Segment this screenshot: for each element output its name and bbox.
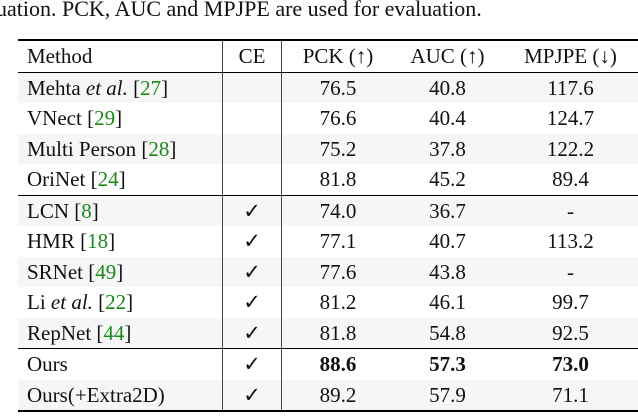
ce-cell: ✓ xyxy=(222,348,282,380)
header-pck: PCK (↑) xyxy=(302,44,374,69)
pck-cell: 75.2 xyxy=(319,136,357,161)
mpjpe-cell: - xyxy=(567,259,574,284)
auc-cell: 37.8 xyxy=(429,136,466,161)
method-name: Multi Person xyxy=(27,136,137,161)
method-name: OriNet xyxy=(27,167,86,192)
table-row: OriNet [24] 81.8 45.2 89.4 xyxy=(18,164,638,195)
method-name: Ours xyxy=(27,352,68,377)
citation-link[interactable]: 29 xyxy=(94,106,116,131)
mpjpe-cell: 124.7 xyxy=(546,106,595,131)
method-cell: SRNet [49] xyxy=(18,256,223,287)
table-row: Li et al. [22] ✓ 81.2 46.1 99.7 xyxy=(18,287,638,318)
mpjpe-cell: - xyxy=(567,198,574,223)
method-name: VNect xyxy=(27,106,82,131)
auc-cell: 57.9 xyxy=(429,382,466,407)
method-cell: VNect [29] xyxy=(18,103,223,134)
citation-link[interactable]: 49 xyxy=(95,259,117,284)
method-cell: LCN [8] xyxy=(18,195,223,226)
header-row: Method CE PCK (↑) AUC (↑) MPJPE (↓) xyxy=(18,40,638,72)
citation-link[interactable]: 28 xyxy=(148,136,170,161)
method-name: LCN xyxy=(27,198,69,223)
auc-cell: 40.4 xyxy=(429,106,466,131)
auc-cell: 54.8 xyxy=(429,320,466,345)
method-etal: et al. xyxy=(50,290,93,315)
ce-cell: ✓ xyxy=(222,195,282,226)
mpjpe-cell: 113.2 xyxy=(547,229,594,254)
table-row: VNect [29] 76.6 40.4 124.7 xyxy=(18,103,638,134)
citation-link[interactable]: 18 xyxy=(87,229,109,254)
table-row: Multi Person [28] 75.2 37.8 122.2 xyxy=(18,133,638,164)
ce-cell: ✓ xyxy=(222,379,282,411)
ce-cell xyxy=(222,164,282,195)
pck-cell: 77.1 xyxy=(319,229,357,254)
auc-cell: 40.8 xyxy=(429,75,466,100)
mpjpe-cell: 71.1 xyxy=(552,382,589,407)
mpjpe-cell: 99.7 xyxy=(552,290,589,315)
table-row: LCN [8] ✓ 74.0 36.7 - xyxy=(18,195,638,226)
method-cell: OriNet [24] xyxy=(18,164,223,195)
results-table: Method CE PCK (↑) AUC (↑) MPJPE (↓) Meht… xyxy=(18,39,638,412)
mpjpe-cell: 73.0 xyxy=(552,352,589,377)
pck-cell: 81.2 xyxy=(319,290,357,315)
header-ce: CE xyxy=(222,40,282,72)
ce-cell: ✓ xyxy=(222,317,282,349)
method-cell: HMR [18] xyxy=(18,226,223,257)
auc-cell: 36.7 xyxy=(429,198,466,223)
pck-cell: 81.8 xyxy=(319,167,357,192)
header-mpjpe: MPJPE (↓) xyxy=(524,44,617,69)
auc-cell: 40.7 xyxy=(429,229,466,254)
ce-cell xyxy=(222,72,282,103)
mpjpe-cell: 122.2 xyxy=(546,136,595,161)
method-cell: Ours xyxy=(18,348,223,380)
table-row: Mehta et al. [27] 76.5 40.8 117.6 xyxy=(18,72,638,103)
citation-link[interactable]: 44 xyxy=(103,320,125,345)
ce-cell: ✓ xyxy=(222,256,282,287)
ce-cell xyxy=(222,133,282,164)
pck-cell: 81.8 xyxy=(319,320,357,345)
header-auc: AUC (↑) xyxy=(410,44,485,69)
ce-cell xyxy=(222,103,282,134)
method-cell: Multi Person [28] xyxy=(18,133,223,164)
ce-cell: ✓ xyxy=(222,287,282,318)
pck-cell: 76.5 xyxy=(319,75,357,100)
auc-cell: 43.8 xyxy=(429,259,466,284)
pck-cell: 77.6 xyxy=(319,259,357,284)
table-row: Ours ✓ 88.6 57.3 73.0 xyxy=(18,348,638,380)
citation-link[interactable]: 8 xyxy=(81,198,92,223)
citation-link[interactable]: 27 xyxy=(140,75,162,100)
method-name: Ours(+Extra2D) xyxy=(27,382,165,407)
method-cell: Li et al. [22] xyxy=(18,287,223,318)
pck-cell: 89.2 xyxy=(319,382,357,407)
auc-cell: 57.3 xyxy=(429,352,466,377)
ce-cell: ✓ xyxy=(222,226,282,257)
method-cell: Ours(+Extra2D) xyxy=(18,379,223,411)
method-name: HMR xyxy=(27,229,75,254)
mpjpe-cell: 117.6 xyxy=(547,75,594,100)
pck-cell: 76.6 xyxy=(319,106,357,131)
pck-cell: 88.6 xyxy=(319,352,357,377)
mpjpe-cell: 89.4 xyxy=(552,167,589,192)
auc-cell: 46.1 xyxy=(429,290,466,315)
mpjpe-cell: 92.5 xyxy=(552,320,589,345)
table-row: RepNet [44] ✓ 81.8 54.8 92.5 xyxy=(18,317,638,349)
pck-cell: 74.0 xyxy=(319,198,357,223)
method-name: RepNet xyxy=(27,320,92,345)
table-row: HMR [18] ✓ 77.1 40.7 113.2 xyxy=(18,226,638,257)
header-method: Method xyxy=(18,40,223,72)
citation-link[interactable]: 22 xyxy=(105,290,127,315)
method-name: Mehta xyxy=(27,75,81,100)
method-etal: et al. xyxy=(85,75,128,100)
table-row: SRNet [49] ✓ 77.6 43.8 - xyxy=(18,256,638,287)
auc-cell: 45.2 xyxy=(429,167,466,192)
method-name: Li xyxy=(27,290,46,315)
method-name: SRNet xyxy=(27,259,84,284)
citation-link[interactable]: 24 xyxy=(97,167,119,192)
method-cell: Mehta et al. [27] xyxy=(18,72,223,103)
method-cell: RepNet [44] xyxy=(18,317,223,349)
table-row: Ours(+Extra2D) ✓ 89.2 57.9 71.1 xyxy=(18,379,638,411)
table-caption: uation. PCK, AUC and MPJPE are used for … xyxy=(0,0,482,21)
